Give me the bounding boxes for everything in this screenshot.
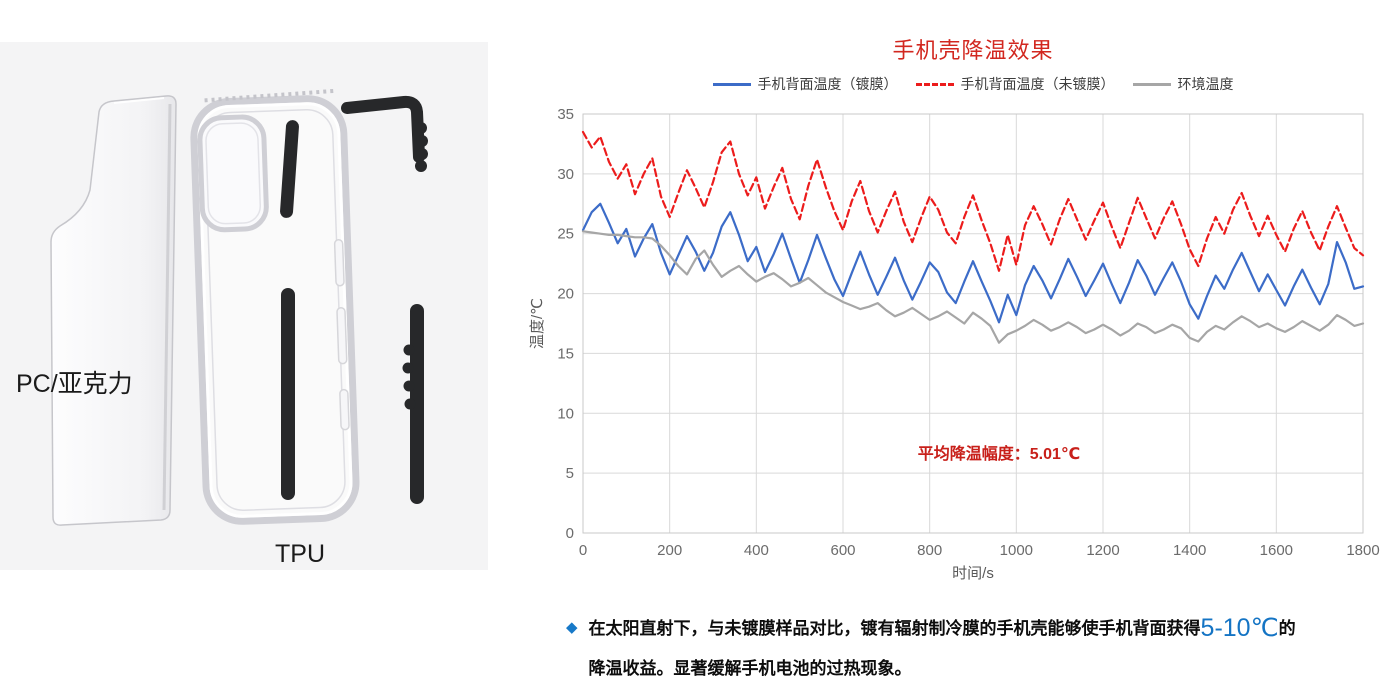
- note-text-post: 的: [1278, 619, 1296, 638]
- legend-item-coated: 手机背面温度（镀膜）: [712, 74, 898, 94]
- series-line-0: [581, 202, 1365, 324]
- note-highlight-temperature: 5-10℃: [1200, 614, 1279, 642]
- x-tick-label: 1200: [1086, 542, 1119, 559]
- y-tick-label: 15: [557, 345, 574, 362]
- legend-line-coated: [712, 82, 751, 86]
- phone-case-exploded-illustration: PC/亚克力 TPU: [16, 88, 428, 568]
- note-line-2: 降温收益。显著缓解手机电池的过热现象。: [588, 659, 912, 678]
- avg-cooling-annotation: 平均降温幅度：5.01℃: [918, 444, 1081, 463]
- legend-label-uncoated: 手机背面温度（未镀膜）: [960, 76, 1115, 92]
- plot-border: [582, 113, 1364, 534]
- legend-label-coated: 手机背面温度（镀膜）: [757, 76, 898, 92]
- legend-line-uncoated: [915, 82, 954, 86]
- legend-line-ambient: [1132, 82, 1171, 86]
- tpu-frame: [190, 88, 360, 525]
- x-tick-label: 200: [657, 542, 682, 559]
- y-tick-label: 20: [557, 286, 574, 303]
- legend-item-uncoated: 手机背面温度（未镀膜）: [915, 74, 1115, 94]
- y-axis-title: 温度/℃: [529, 298, 546, 349]
- product-image-panel: PC/亚克力 TPU: [0, 42, 488, 570]
- diamond-bullet-icon: ◆: [566, 619, 578, 636]
- black-button-accents: [280, 95, 428, 504]
- y-tick-label: 25: [557, 226, 574, 243]
- y-tick-label: 0: [566, 525, 574, 542]
- x-tick-label: 1800: [1346, 542, 1379, 559]
- temperature-line-chart: 0 200 400 600 800 1000 1200 1400 1600 1800 0 5 10 15 2…: [529, 106, 1380, 580]
- x-tick-label: 800: [917, 542, 942, 559]
- y-tick-label: 10: [557, 405, 574, 422]
- x-tick-label: 1600: [1260, 542, 1293, 559]
- note-text-pre: 在太阳直射下，与未镀膜样品对比，镀有辐射制冷膜的手机壳能够使手机背面获得: [588, 619, 1201, 638]
- tpu-label: TPU: [275, 540, 325, 568]
- legend-item-ambient: 环境温度: [1132, 74, 1234, 94]
- x-tick-label: 1400: [1173, 542, 1206, 559]
- x-tick-label: 400: [744, 542, 769, 559]
- x-tick-label: 600: [830, 542, 855, 559]
- pc-acrylic-label: PC/亚克力: [16, 370, 133, 398]
- y-tick-label: 5: [566, 465, 574, 482]
- x-tick-label: 0: [579, 542, 587, 559]
- chart-legend: 手机背面温度（镀膜） 手机背面温度（未镀膜） 环境温度: [533, 74, 1400, 94]
- x-axis-title: 时间/s: [952, 565, 994, 580]
- y-tick-label: 35: [557, 106, 574, 123]
- camera-cutout: [197, 114, 269, 233]
- chart-title: 手机壳降温效果: [892, 38, 1054, 63]
- summary-note: ◆ 在太阳直射下，与未镀膜样品对比，镀有辐射制冷膜的手机壳能够使手机背面获得5-…: [566, 608, 1396, 689]
- series-line-1: [581, 130, 1365, 272]
- y-tick-label: 30: [557, 166, 574, 183]
- x-tick-label: 1000: [1000, 542, 1033, 559]
- pc-acrylic-plate: [50, 95, 177, 526]
- series-line-2: [581, 230, 1365, 344]
- note-line-1: 在太阳直射下，与未镀膜样品对比，镀有辐射制冷膜的手机壳能够使手机背面获得5-10…: [589, 608, 1296, 649]
- legend-label-ambient: 环境温度: [1177, 76, 1234, 92]
